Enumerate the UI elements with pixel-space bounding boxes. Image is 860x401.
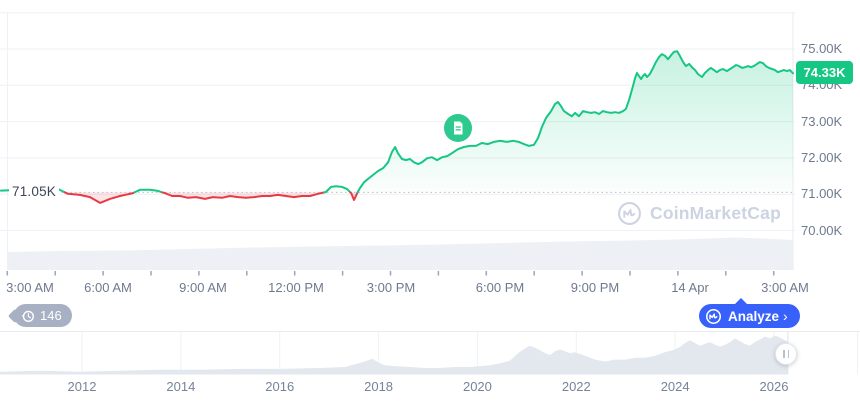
- x-axis-label: 6:00 PM: [475, 280, 525, 295]
- navigator-drag-handle[interactable]: [775, 343, 797, 365]
- price-line-up: [133, 188, 164, 194]
- x-axis-label: 3:00 AM: [761, 280, 809, 295]
- y-axis-label: 71.00K: [801, 186, 843, 202]
- coinmarketcap-logo-icon: [618, 202, 641, 225]
- news-marker-button[interactable]: [444, 114, 472, 142]
- history-count-badge[interactable]: 146: [14, 304, 72, 327]
- x-axis-label: 9:00 AM: [179, 280, 227, 295]
- price-line-up: [356, 50, 794, 194]
- x-axis-label: 9:00 PM: [570, 280, 620, 295]
- navigator-year-label: 2018: [364, 379, 394, 394]
- x-axis-label: 3:00 PM: [366, 280, 416, 295]
- price-chart[interactable]: [0, 0, 860, 278]
- analyze-label: Analyze: [728, 308, 780, 324]
- chevron-right-icon: ›: [783, 308, 788, 324]
- navigator-year-label: 2016: [265, 379, 295, 394]
- x-axis-label: 6:00 AM: [84, 280, 132, 295]
- watermark-text: CoinMarketCap: [650, 203, 781, 223]
- y-axis-label: 73.00K: [801, 113, 843, 129]
- analyze-callout-arrow: [734, 298, 748, 305]
- analyze-button[interactable]: Analyze ›: [699, 298, 800, 328]
- pause-drag-handle-icon: [783, 350, 785, 358]
- x-axis-label: 3:00 AM: [6, 280, 54, 295]
- navigator-year-label: 2014: [166, 379, 196, 394]
- navigator-year-label: 2024: [660, 379, 690, 394]
- navigator-year-label: 2022: [561, 379, 591, 394]
- y-axis-label: 70.00K: [801, 222, 843, 238]
- price-line-down: [63, 191, 136, 204]
- history-clock-icon: [21, 310, 35, 322]
- pause-drag-handle-icon: [787, 350, 789, 358]
- navigator-year-label: 2020: [462, 379, 492, 394]
- x-axis-label: 14 Apr: [671, 280, 709, 295]
- price-line-down: [349, 191, 359, 201]
- baseline-price-label: 71.05K: [9, 183, 59, 200]
- coinmarketcap-logo-icon: [705, 308, 722, 324]
- y-axis-label: 72.00K: [801, 149, 843, 165]
- price-line-up: [323, 185, 352, 194]
- range-navigator[interactable]: [0, 331, 860, 375]
- news-document-icon: [444, 114, 472, 142]
- price-area-down: [162, 192, 325, 199]
- price-area-up: [357, 51, 793, 193]
- price-line-down: [161, 191, 326, 200]
- navigator-year-label: 2012: [67, 379, 97, 394]
- navigator-area: [0, 335, 788, 375]
- history-count-value: 146: [40, 308, 62, 323]
- current-price-badge: 74.33K: [796, 61, 853, 84]
- coinmarketcap-watermark: CoinMarketCap: [617, 201, 781, 226]
- navigator-year-label: 2026: [759, 379, 789, 394]
- x-axis-label: 12:00 PM: [268, 280, 324, 295]
- volume-area: [7, 237, 794, 270]
- y-axis-label: 75.00K: [801, 41, 843, 56]
